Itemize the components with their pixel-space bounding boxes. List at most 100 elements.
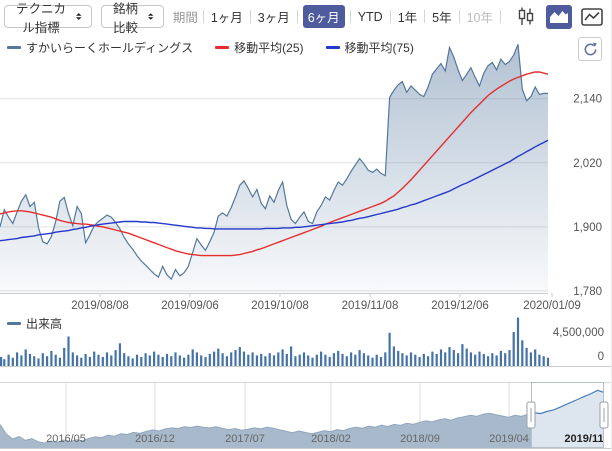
y-axis-label: 2,140 <box>573 94 602 106</box>
navigator-date-label: 2016/12 <box>135 433 175 445</box>
volume-axis-label: 0 <box>598 351 604 363</box>
navigator-right-handle[interactable] <box>599 401 609 429</box>
x-axis-label: 2020/01/09 <box>523 300 581 312</box>
refresh-icon <box>584 42 597 55</box>
volume-bar <box>200 355 203 366</box>
volume-bar <box>93 351 96 366</box>
volume-bar <box>0 356 3 366</box>
volume-bar <box>307 355 310 366</box>
volume-bar <box>457 353 460 366</box>
area-chart-icon[interactable] <box>546 4 572 29</box>
legend-marker-icon <box>325 46 340 49</box>
period-label: 期間 <box>172 11 198 25</box>
volume-bar <box>302 352 306 366</box>
volume-bar <box>504 353 507 366</box>
volume-bar <box>491 353 494 366</box>
technical-indicator-dropdown[interactable]: テクニカル指標 <box>4 2 92 35</box>
volume-bar <box>204 356 207 366</box>
volume-bar <box>88 356 91 366</box>
volume-axis-label: 4,500,000 <box>553 327 604 339</box>
volume-bar <box>371 357 374 366</box>
volume-bar <box>388 332 391 366</box>
volume-bar <box>315 354 318 366</box>
volume-bar <box>63 347 66 366</box>
y-axis-label: 2,020 <box>573 158 602 170</box>
volume-bar <box>294 356 297 366</box>
volume-chart-legend: 出来高 <box>7 315 62 332</box>
volume-chart[interactable]: 4,500,000 0 <box>0 312 612 374</box>
volume-bar <box>208 353 211 366</box>
volume-bar <box>538 354 541 366</box>
volume-bar <box>161 356 164 366</box>
volume-bar <box>67 336 70 366</box>
legend-marker-icon <box>7 46 21 49</box>
x-axis-label: 2019/10/08 <box>251 300 309 312</box>
legend-item[interactable]: 出来高 <box>7 315 62 332</box>
volume-bar <box>435 353 438 366</box>
volume-bar <box>264 356 267 366</box>
y-axis-label: 1,780 <box>573 286 602 298</box>
volume-bar <box>234 350 237 366</box>
volume-bar <box>409 352 413 366</box>
volume-bar <box>123 353 126 366</box>
separator <box>424 10 426 23</box>
volume-bar <box>24 349 27 366</box>
volume-bar <box>28 353 32 366</box>
volume-bar <box>225 356 228 366</box>
legend-item[interactable]: すかいらーくホールディングス <box>7 39 193 56</box>
candlestick-chart-icon[interactable] <box>513 5 539 29</box>
period-button-ytd[interactable]: YTD <box>357 9 383 24</box>
navigator-series-outline <box>0 389 605 444</box>
legend-label: 出来高 <box>26 317 63 331</box>
volume-bar <box>469 352 472 366</box>
legend-marker-icon <box>215 46 230 49</box>
volume-bar <box>183 357 186 366</box>
volume-bar <box>268 353 271 366</box>
navigator-left-handle[interactable] <box>526 401 536 429</box>
volume-bar <box>213 351 216 366</box>
legend-label: すかいらーくホールディングス <box>26 41 194 55</box>
separator <box>296 10 298 23</box>
period-button-5y[interactable]: 5年 <box>432 11 452 25</box>
volume-bar <box>290 346 293 366</box>
period-button-1y[interactable]: 1年 <box>397 11 418 25</box>
navigator-range-selector[interactable]: 2016/05 2016/12 2017/07 2018/02 2018/09 2019/… <box>0 380 612 451</box>
volume-bar <box>20 355 23 366</box>
legend-label: 移動平均(25) <box>234 41 304 55</box>
volume-bar <box>277 352 280 366</box>
volume-bar <box>379 356 383 366</box>
volume-bar <box>512 332 515 366</box>
legend-item[interactable]: 移動平均(25) <box>215 39 304 56</box>
volume-bar <box>495 355 498 366</box>
volume-bar <box>174 352 177 366</box>
period-button-1m[interactable]: 1ヶ月 <box>210 11 243 25</box>
period-button-3m[interactable]: 3ヶ月 <box>257 11 290 25</box>
volume-bar <box>431 351 434 366</box>
volume-bar <box>33 356 36 366</box>
volume-bar <box>144 353 147 366</box>
volume-bar <box>418 356 421 366</box>
navigator-date-label: 2019/11 <box>564 433 603 445</box>
refresh-button[interactable] <box>578 37 602 61</box>
period-button-6m[interactable]: 6ヶ月 <box>302 5 345 28</box>
navigator-series-masked <box>0 390 604 448</box>
volume-bar <box>37 358 40 366</box>
volume-bar <box>281 349 284 366</box>
volume-bar <box>148 355 151 366</box>
volume-bar <box>367 355 370 366</box>
period-button-10y: 10年 <box>466 11 493 25</box>
main-price-chart[interactable]: 1,780 1,900 2,020 2,140 2019/08/08 2019/09/06… <box>0 40 612 312</box>
volume-bar <box>444 352 447 366</box>
volume-bar <box>46 356 49 366</box>
volume-bar <box>195 352 198 366</box>
navigator-selected-area <box>531 390 604 448</box>
x-axis-label: 2019/12/06 <box>431 300 489 312</box>
volume-bar <box>397 350 400 366</box>
volume-bar <box>80 357 83 366</box>
symbol-compare-dropdown[interactable]: 銘柄比較 <box>100 2 164 35</box>
volume-bar <box>465 348 468 366</box>
legend-item[interactable]: 移動平均(75) <box>325 39 414 56</box>
volume-bar <box>76 355 79 366</box>
volume-bar <box>135 354 139 366</box>
line-chart-icon[interactable] <box>579 5 605 29</box>
